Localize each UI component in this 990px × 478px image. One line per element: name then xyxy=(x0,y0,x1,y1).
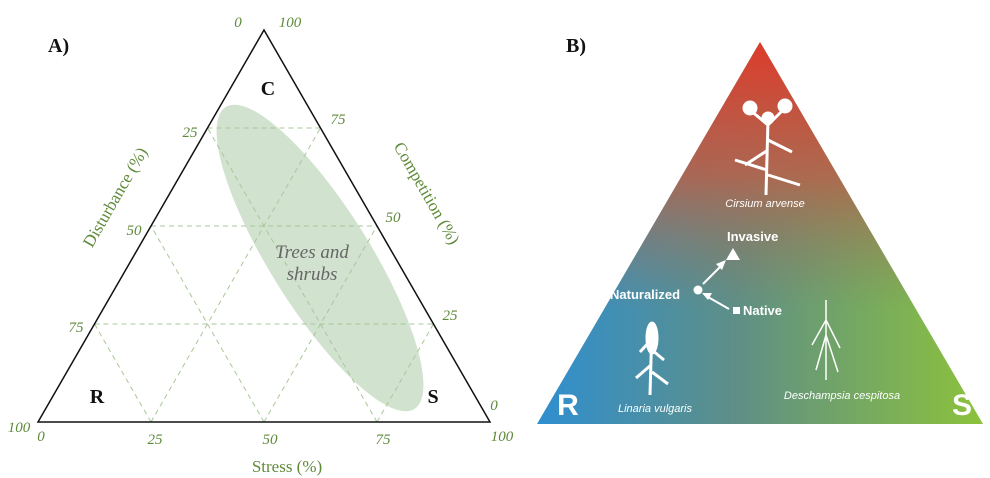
panel-label: B) xyxy=(566,35,586,57)
vertex-label: S xyxy=(427,386,438,408)
species-label: Linaria vulgaris xyxy=(618,403,692,415)
status-label: Native xyxy=(743,303,782,318)
tick-label: 75 xyxy=(376,432,392,448)
panel-a: A) C R S Trees and shrubs 0 25 50 75 100… xyxy=(8,15,514,476)
panel-label: A) xyxy=(48,35,69,57)
tick-label: 75 xyxy=(331,112,347,128)
region-label: shrubs xyxy=(287,264,338,285)
region-label: Trees and xyxy=(275,242,349,263)
tick-label: 25 xyxy=(183,125,199,141)
tick-label: 0 xyxy=(234,15,242,31)
axis-title: Competition (%) xyxy=(390,139,464,248)
tick-label: 0 xyxy=(37,429,45,445)
panel-b: B) C R S Cirsium arvense Linaria vulgari… xyxy=(537,35,983,424)
tick-label: 100 xyxy=(491,429,514,445)
tick-label: 25 xyxy=(148,432,164,448)
vertex-label: S xyxy=(952,389,972,422)
tick-label: 50 xyxy=(127,223,143,239)
vertex-label: R xyxy=(90,386,105,408)
species-label: Cirsium arvense xyxy=(725,198,804,210)
tick-label: 0 xyxy=(490,398,498,414)
tick-label: 100 xyxy=(279,15,302,31)
species-label: Deschampsia cespitosa xyxy=(784,390,900,402)
vertex-label: R xyxy=(557,389,579,422)
tick-label: 50 xyxy=(386,210,402,226)
status-label: Naturalized xyxy=(610,287,680,302)
tick-label: 50 xyxy=(263,432,279,448)
status-label: Invasive xyxy=(727,229,778,244)
tick-label: 25 xyxy=(443,308,459,324)
axis-title: Stress (%) xyxy=(252,457,322,476)
marker-naturalized xyxy=(694,286,703,295)
marker-native xyxy=(733,307,740,314)
vertex-label: C xyxy=(261,78,275,100)
vertex-label: C xyxy=(767,36,789,69)
tick-label: 75 xyxy=(69,320,85,336)
figure: A) C R S Trees and shrubs 0 25 50 75 100… xyxy=(0,0,990,478)
tick-label: 100 xyxy=(8,420,31,436)
